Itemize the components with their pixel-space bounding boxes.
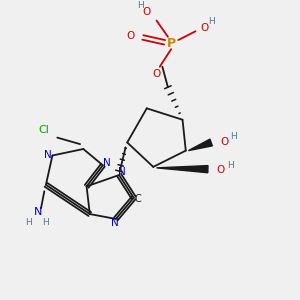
Text: N: N (34, 207, 42, 218)
Text: H: H (227, 161, 234, 170)
Text: N: N (118, 167, 126, 177)
Text: O: O (217, 165, 225, 175)
Text: O: O (220, 136, 228, 146)
Text: H: H (230, 132, 237, 141)
Text: O: O (142, 8, 151, 17)
Text: Cl: Cl (39, 125, 50, 135)
Text: N: N (44, 149, 52, 160)
Text: C: C (135, 194, 141, 204)
Text: O: O (200, 23, 209, 33)
Text: O: O (152, 68, 160, 79)
Polygon shape (157, 166, 208, 173)
Text: N: N (111, 218, 119, 228)
Text: P: P (167, 37, 176, 50)
Text: H: H (43, 218, 49, 227)
Text: H: H (137, 2, 144, 10)
Text: H: H (208, 17, 215, 26)
Text: N: N (103, 158, 111, 168)
Polygon shape (188, 139, 212, 151)
Text: H: H (25, 218, 32, 227)
Text: O: O (126, 31, 135, 41)
